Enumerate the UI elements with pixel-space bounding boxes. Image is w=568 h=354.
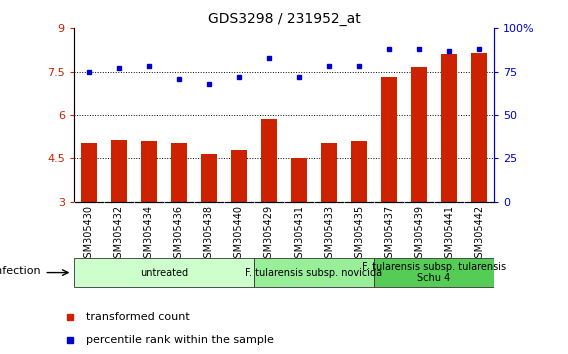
Bar [321,143,337,202]
Bar [111,141,127,202]
Text: GSM305439: GSM305439 [414,205,424,263]
Text: GSM305437: GSM305437 [384,205,394,264]
Text: GSM305430: GSM305430 [84,205,94,263]
Bar [231,150,247,202]
Text: percentile rank within the sample: percentile rank within the sample [86,335,274,346]
Bar [441,55,457,202]
Text: GSM305434: GSM305434 [144,205,154,263]
FancyBboxPatch shape [374,258,494,287]
Bar [381,78,398,202]
Text: GSM305438: GSM305438 [204,205,214,263]
Bar [201,154,217,202]
Bar [81,143,97,202]
Text: infection: infection [0,266,41,276]
Text: GSM305433: GSM305433 [324,205,334,263]
Text: GSM305442: GSM305442 [474,205,484,264]
Text: F. tularensis subsp. tularensis
Schu 4: F. tularensis subsp. tularensis Schu 4 [362,262,506,284]
Bar [291,158,307,202]
Text: GSM305432: GSM305432 [114,205,124,264]
Text: transformed count: transformed count [86,312,190,322]
Text: GSM305429: GSM305429 [264,205,274,264]
Text: GSM305440: GSM305440 [234,205,244,263]
Title: GDS3298 / 231952_at: GDS3298 / 231952_at [208,12,360,26]
Text: GSM305436: GSM305436 [174,205,184,263]
Text: GSM305431: GSM305431 [294,205,304,263]
Text: F. tularensis subsp. novicida: F. tularensis subsp. novicida [245,268,383,278]
Bar [471,53,487,202]
Bar [411,67,427,202]
Text: GSM305441: GSM305441 [444,205,454,263]
Bar [170,143,187,202]
FancyBboxPatch shape [254,258,374,287]
Text: untreated: untreated [140,268,188,278]
Bar [351,141,367,202]
Bar [261,119,277,202]
FancyBboxPatch shape [74,258,254,287]
Text: GSM305435: GSM305435 [354,205,364,264]
Bar [141,141,157,202]
